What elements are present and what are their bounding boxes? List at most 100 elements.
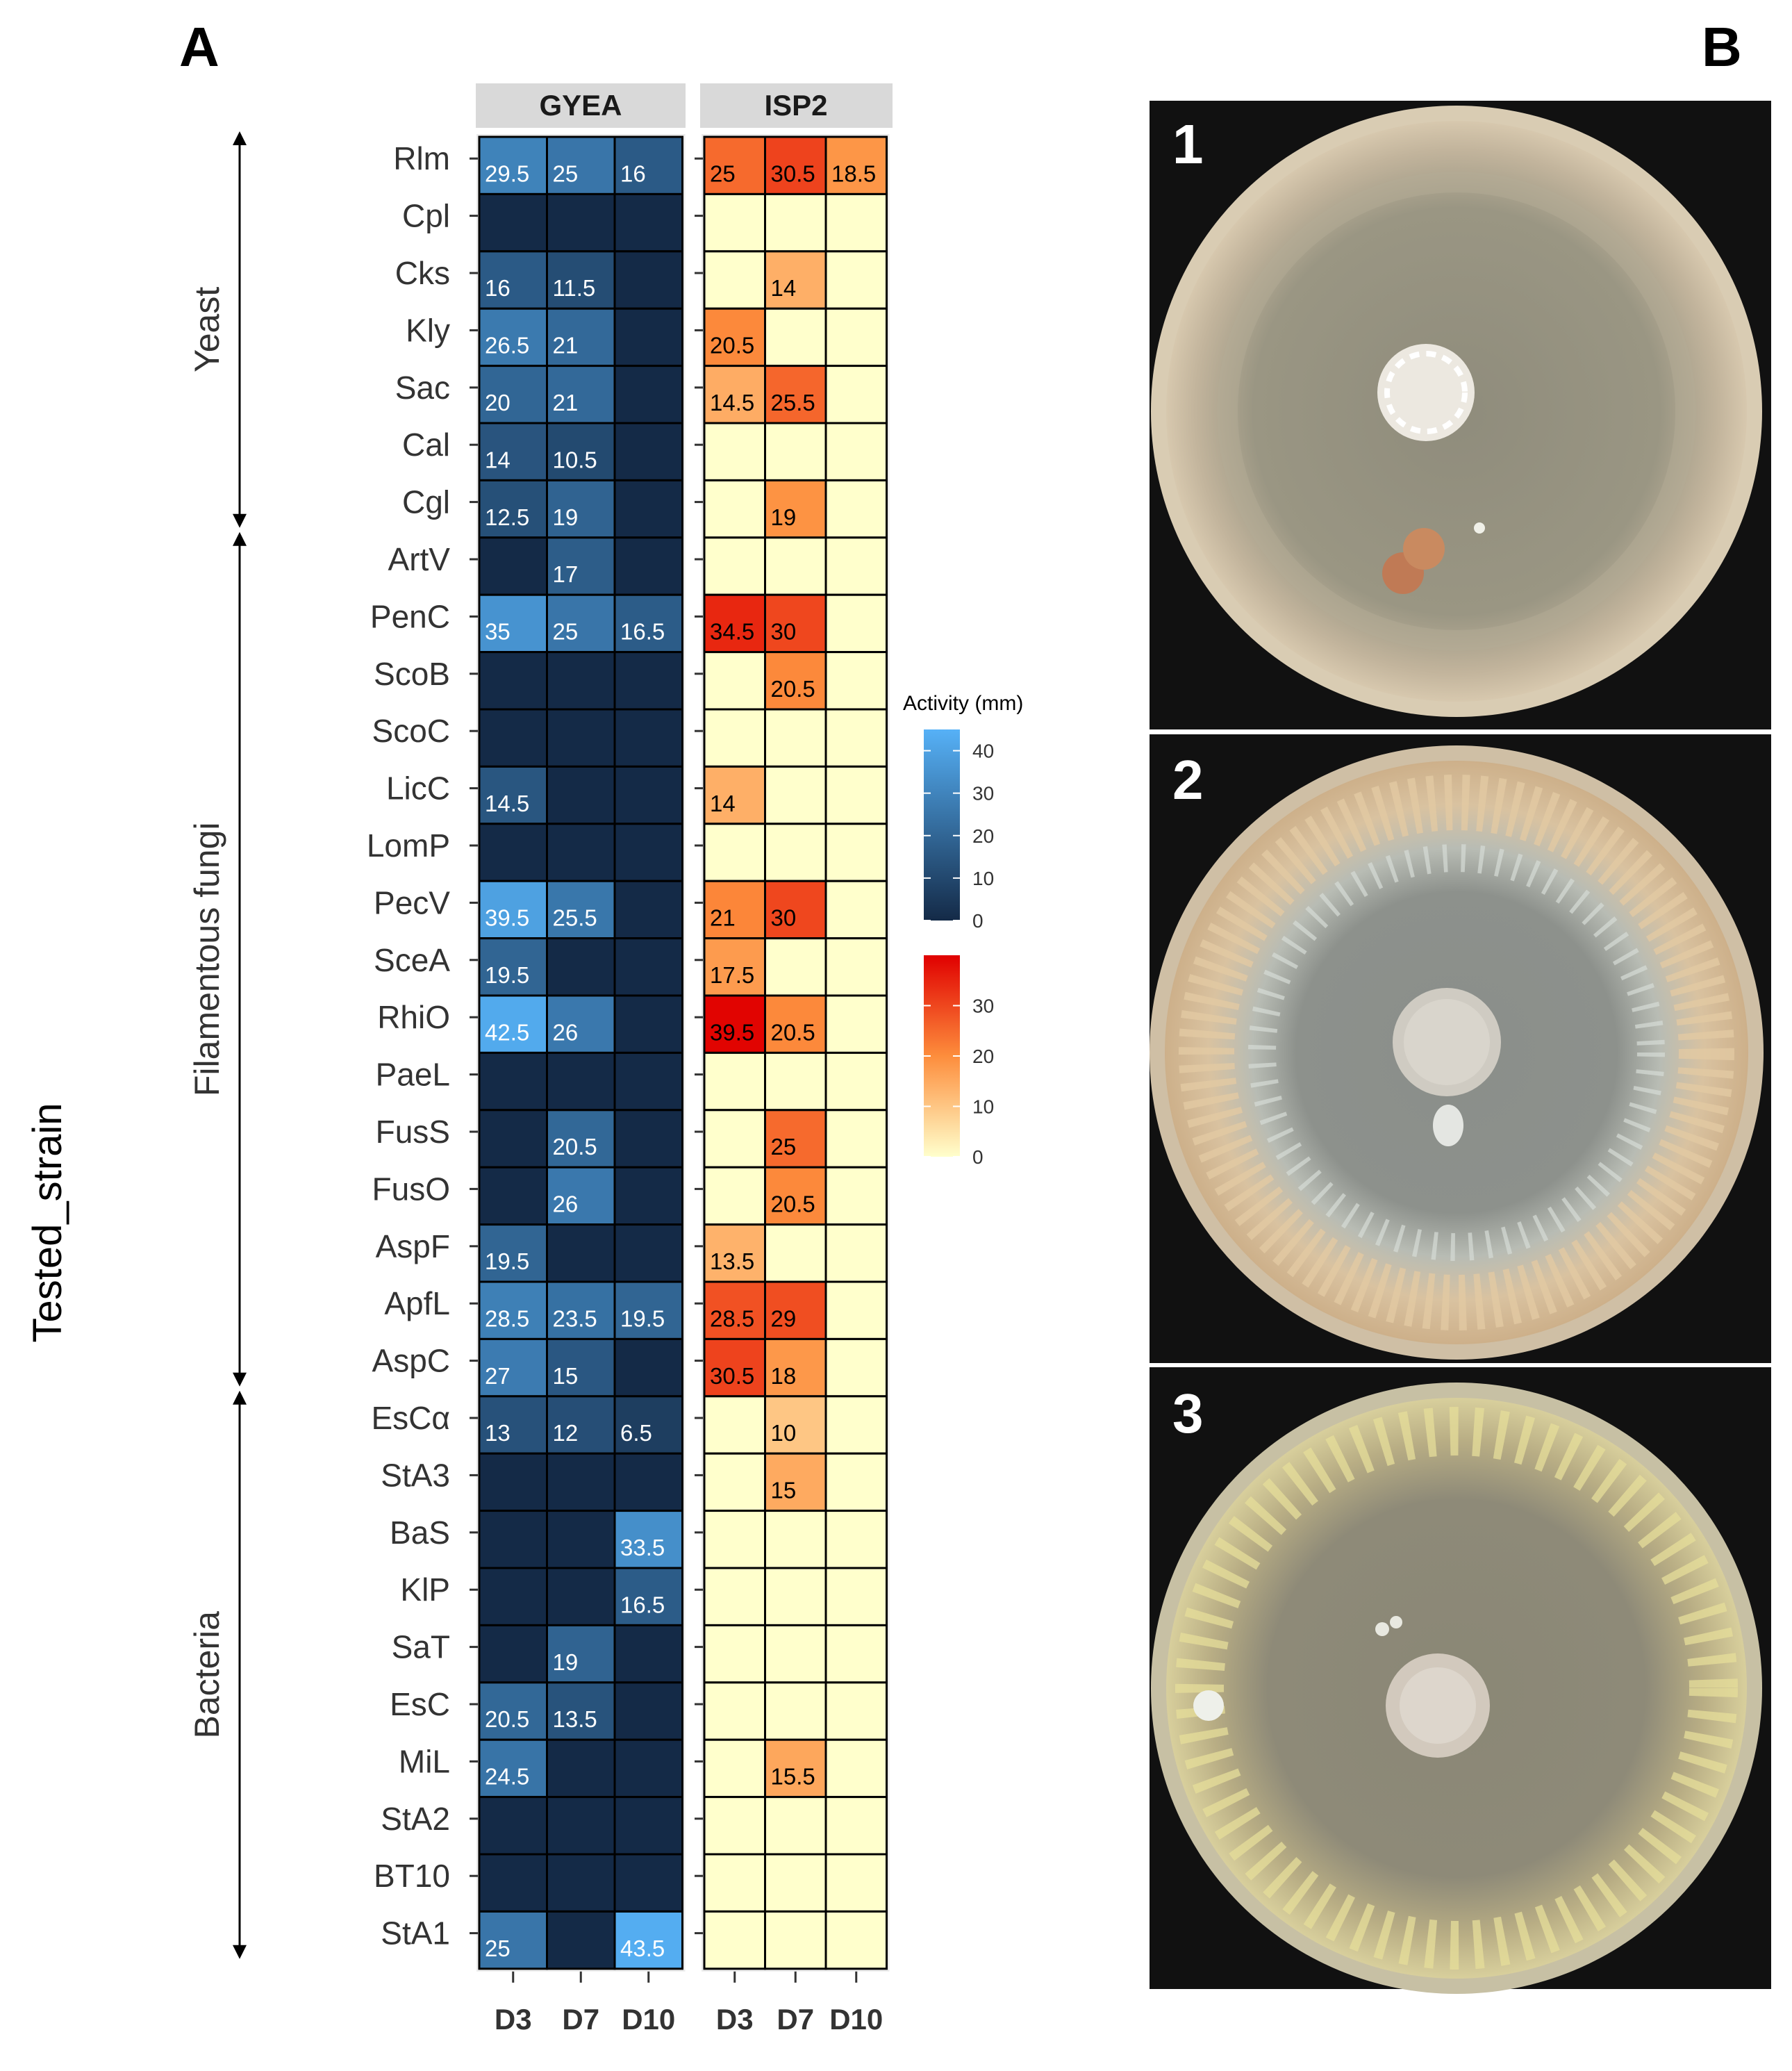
tile-value-label: 19 <box>553 1649 579 1675</box>
heatmap-tile-gyea <box>613 250 683 310</box>
heatmap-tile-isp2 <box>764 1796 827 1856</box>
group-label: Yeast <box>188 287 226 372</box>
heatmap-tile-gyea <box>478 823 548 882</box>
heatmap-tile-gyea <box>613 1681 683 1741</box>
strain-groups: Yeast Filamentous fungi Bacteria <box>188 131 247 1959</box>
heatmap-tile-gyea <box>546 708 616 768</box>
heatmap-tile-gyea <box>546 1738 616 1799</box>
strain-label: ScoC <box>372 713 450 749</box>
heatmap-tile-gyea <box>478 1796 548 1856</box>
heatmap-tile-gyea <box>546 135 616 195</box>
heatmap-tile-isp2 <box>703 651 766 711</box>
heatmap-tile-isp2 <box>703 1452 766 1512</box>
heatmap-tile-isp2 <box>703 1681 766 1741</box>
strain-label: Sac <box>395 370 450 406</box>
heatmap-tile-gyea <box>546 937 616 997</box>
heatmap-tile-isp2 <box>703 994 766 1054</box>
legend-tick-label: 10 <box>972 1096 994 1118</box>
tile-value-label: 14.5 <box>710 390 754 415</box>
tile-value-label: 20.5 <box>710 333 754 358</box>
facet-label-isp2: ISP2 <box>764 89 827 122</box>
heatmap-tile-isp2 <box>824 708 888 768</box>
heatmap-tile-gyea <box>478 192 548 253</box>
legend-tick-label: 20 <box>972 1046 994 1067</box>
legend-tick-label: 0 <box>972 910 984 932</box>
tile-value-label: 33.5 <box>620 1535 665 1560</box>
heatmap-tile-gyea <box>478 994 548 1054</box>
heatmap-tile-isp2 <box>703 1166 766 1226</box>
tile-value-label: 21 <box>553 390 579 415</box>
heatmap-tile-isp2 <box>764 1109 827 1169</box>
tile-value-label: 43.5 <box>620 1936 665 1961</box>
heatmap: 29.5 25 16 16 11.5 26.5 21 20 21 14 10.5 12.5 19 17 35… <box>476 134 890 1972</box>
x-tick-label: D3 <box>716 2003 754 2036</box>
heatmap-tile-gyea <box>478 135 548 195</box>
heatmap-tile-gyea <box>478 536 548 596</box>
heatmap-tile-isp2 <box>764 192 827 253</box>
facet-strip-gyea <box>476 83 686 128</box>
heatmap-tile-gyea <box>613 1624 683 1684</box>
photo-3-label: 3 <box>1172 1383 1204 1444</box>
strain-label: AspF <box>376 1228 450 1264</box>
panel-a-label: A <box>179 16 219 78</box>
heatmap-tile-isp2 <box>703 422 766 481</box>
heatmap-tile-gyea <box>613 651 683 711</box>
x-axis: D3 D7 D10 D3 D7 D10 <box>495 1971 883 2036</box>
heatmap-tile-gyea <box>613 1051 683 1112</box>
tile-value-label: 26 <box>553 1191 579 1217</box>
heatmap-tile-gyea <box>546 1796 616 1856</box>
tile-value-label: 25 <box>710 160 736 186</box>
legend-tick-label: 40 <box>972 741 994 762</box>
heatmap-tile-gyea <box>613 479 683 539</box>
tile-value-label: 19.5 <box>485 962 529 988</box>
photo-1: 1 <box>1150 101 1771 729</box>
heatmap-tile-gyea <box>613 937 683 997</box>
heatmap-tile-gyea <box>546 1223 616 1283</box>
heatmap-tile-gyea <box>478 1395 548 1455</box>
heatmap-tile-gyea <box>546 823 616 882</box>
heatmap-tile-gyea <box>613 1910 683 1970</box>
heatmap-tile-isp2 <box>824 1051 888 1112</box>
heatmap-tile-gyea <box>478 1681 548 1741</box>
tile-value-label: 16 <box>620 160 646 186</box>
heatmap-tile-isp2 <box>764 1166 827 1226</box>
heatmap-tile-gyea <box>613 1452 683 1512</box>
heatmap-tile-isp2 <box>764 1051 827 1112</box>
heatmap-tile-isp2 <box>764 937 827 997</box>
legend-bar-gyea <box>924 729 960 921</box>
x-tick-label: D10 <box>622 2003 675 2036</box>
strain-label: PecV <box>374 884 450 921</box>
heatmap-tile-gyea <box>478 1853 548 1913</box>
facet-label-gyea: GYEA <box>539 89 622 122</box>
tile-value-label: 16 <box>485 275 511 301</box>
heatmap-tile-gyea <box>613 1395 683 1455</box>
heatmap-tile-gyea <box>613 593 683 654</box>
tile-value-label: 30 <box>771 619 797 645</box>
heatmap-tile-gyea <box>546 1910 616 1970</box>
strain-label: PaeL <box>376 1057 450 1093</box>
legend-tick-label: 10 <box>972 868 994 889</box>
heatmap-tile-gyea <box>613 1337 683 1398</box>
heatmap-tile-isp2 <box>824 307 888 368</box>
heatmap-tile-isp2 <box>824 1337 888 1398</box>
heatmap-tile-isp2 <box>824 1567 888 1626</box>
heatmap-tile-isp2 <box>824 479 888 539</box>
tile-value-label: 18.5 <box>831 160 876 186</box>
heatmap-tile-isp2 <box>824 1280 888 1340</box>
tile-value-label: 20.5 <box>771 1019 815 1045</box>
heatmap-tile-gyea <box>478 422 548 481</box>
strain-label: LicC <box>386 770 450 807</box>
tile-value-label: 30 <box>771 905 797 931</box>
strain-label: KlP <box>400 1571 450 1608</box>
tile-value-label: 17.5 <box>710 962 754 988</box>
heatmap-tile-isp2 <box>824 422 888 481</box>
legend-tick-label: 0 <box>972 1146 984 1168</box>
heatmap-tile-gyea <box>478 1510 548 1569</box>
tile-value-label: 12.5 <box>485 504 529 530</box>
strain-label: BT10 <box>374 1858 450 1894</box>
strain-label: SceA <box>374 942 450 978</box>
tile-value-label: 26.5 <box>485 333 529 358</box>
strain-label: Rlm <box>393 140 450 176</box>
heatmap-tile-isp2 <box>764 1452 827 1512</box>
